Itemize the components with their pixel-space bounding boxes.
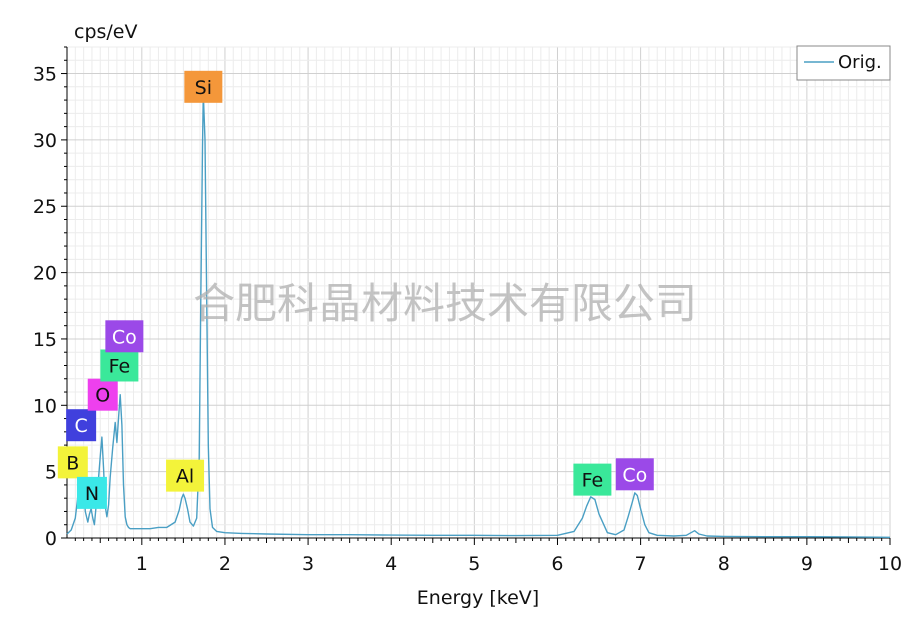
x-tick-label: 1 bbox=[136, 553, 148, 575]
peak-label-text: Co bbox=[622, 464, 647, 486]
x-tick-label: 10 bbox=[878, 553, 902, 575]
peak-label-box bbox=[105, 320, 144, 353]
peak-label-text: Fe bbox=[109, 355, 131, 377]
peak-label-co: Co bbox=[615, 458, 654, 491]
peak-label-c: C bbox=[66, 409, 97, 442]
peak-label-box bbox=[57, 446, 88, 479]
y-tick-label: 15 bbox=[33, 329, 57, 351]
x-tick-label: 5 bbox=[468, 553, 480, 575]
y-tick-label: 30 bbox=[33, 130, 57, 152]
y-tick-label: 10 bbox=[33, 395, 57, 417]
peak-label-box bbox=[573, 463, 612, 496]
peak-label-al: Al bbox=[166, 459, 205, 492]
peak-label-box bbox=[615, 458, 654, 491]
peak-label-text: N bbox=[85, 483, 99, 505]
x-axis-label: Energy [keV] bbox=[417, 587, 539, 609]
y-tick-label: 35 bbox=[33, 64, 57, 86]
peak-label-text: Co bbox=[112, 326, 137, 348]
legend-entry-orig: Orig. bbox=[838, 52, 882, 73]
peak-label-box bbox=[100, 349, 139, 382]
y-tick-label: 20 bbox=[33, 263, 57, 285]
peak-labels: Si Al CBN O Fe Co Fe Co bbox=[57, 70, 654, 509]
peak-label-box bbox=[184, 70, 223, 103]
peak-label-box bbox=[166, 459, 205, 492]
peak-label-text: C bbox=[74, 415, 87, 437]
x-tick-label: 2 bbox=[219, 553, 231, 575]
x-tick-label: 8 bbox=[718, 553, 730, 575]
peak-label-text: O bbox=[95, 385, 110, 407]
axes: 0 5 10 15 20 25 30 35 1 2 3 4 5 6 7 8 9 10 bbox=[33, 46, 902, 575]
peak-label-text: B bbox=[66, 452, 79, 474]
peak-label-text: Si bbox=[195, 77, 212, 99]
watermark-text: 合肥科晶材料技术有限公司 bbox=[193, 279, 697, 328]
x-tick-label: 9 bbox=[801, 553, 813, 575]
peak-label-box bbox=[66, 409, 97, 442]
peak-label-n: N bbox=[76, 476, 107, 509]
x-tick-label: 6 bbox=[551, 553, 563, 575]
series-line-0 bbox=[66, 92, 891, 538]
peak-label-fe: Fe bbox=[573, 463, 612, 496]
grid bbox=[67, 46, 891, 538]
x-tick-label: 7 bbox=[635, 553, 647, 575]
peak-label-fe: Fe bbox=[100, 349, 139, 382]
y-axis-label: cps/eV bbox=[74, 21, 138, 43]
y-tick-label: 25 bbox=[33, 196, 57, 218]
legend-box bbox=[796, 45, 891, 81]
legend: Orig. bbox=[796, 45, 891, 81]
peak-label-b: B bbox=[57, 446, 88, 479]
peak-label-o: O bbox=[87, 378, 118, 411]
x-tick-label: 4 bbox=[385, 553, 397, 575]
peak-label-text: Al bbox=[176, 466, 194, 488]
y-tick-label: 0 bbox=[45, 528, 57, 550]
peak-label-box bbox=[87, 378, 118, 411]
peak-label-box bbox=[76, 476, 107, 509]
x-tick-label: 3 bbox=[302, 553, 314, 575]
y-tick-label: 5 bbox=[45, 462, 57, 484]
peak-label-co: Co bbox=[105, 320, 144, 353]
peak-label-si: Si bbox=[184, 70, 223, 103]
peak-label-text: Fe bbox=[582, 470, 604, 492]
series-layer bbox=[66, 92, 891, 538]
